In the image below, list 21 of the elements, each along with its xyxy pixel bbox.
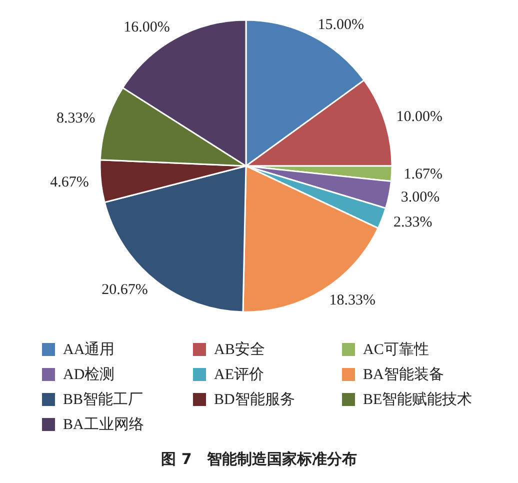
data-label: 8.33% [56,110,96,127]
legend-label: BB智能工厂 [63,392,144,408]
data-label: 18.33% [329,292,376,308]
data-label: 4.67% [50,174,89,190]
legend-label: AC可靠性 [363,342,429,358]
legend-label: AA通用 [63,342,115,358]
legend-label: AE评价 [214,367,264,383]
data-label: 1.67% [404,166,443,182]
legend-label: BA智能装备 [363,367,444,383]
data-label: 10.00% [396,109,443,126]
data-label: 3.00% [400,189,440,206]
data-label: 15.00% [318,17,364,34]
data-label: 20.67% [102,282,148,298]
data-label: 2.33% [394,214,432,231]
legend-label: AB安全 [214,342,265,358]
legend-label: BA工业网络 [63,417,144,433]
text: 图 7 智能制造国家标准分布 [161,450,357,468]
legend-label: AD检测 [63,367,115,383]
legend-label: BE智能赋能技术 [363,392,472,408]
legend-label: BD智能服务 [214,392,295,408]
data-label: 16.00% [124,20,170,36]
